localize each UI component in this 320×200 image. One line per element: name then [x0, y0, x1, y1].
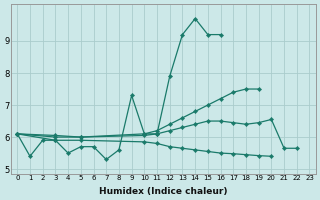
X-axis label: Humidex (Indice chaleur): Humidex (Indice chaleur) [99, 187, 228, 196]
